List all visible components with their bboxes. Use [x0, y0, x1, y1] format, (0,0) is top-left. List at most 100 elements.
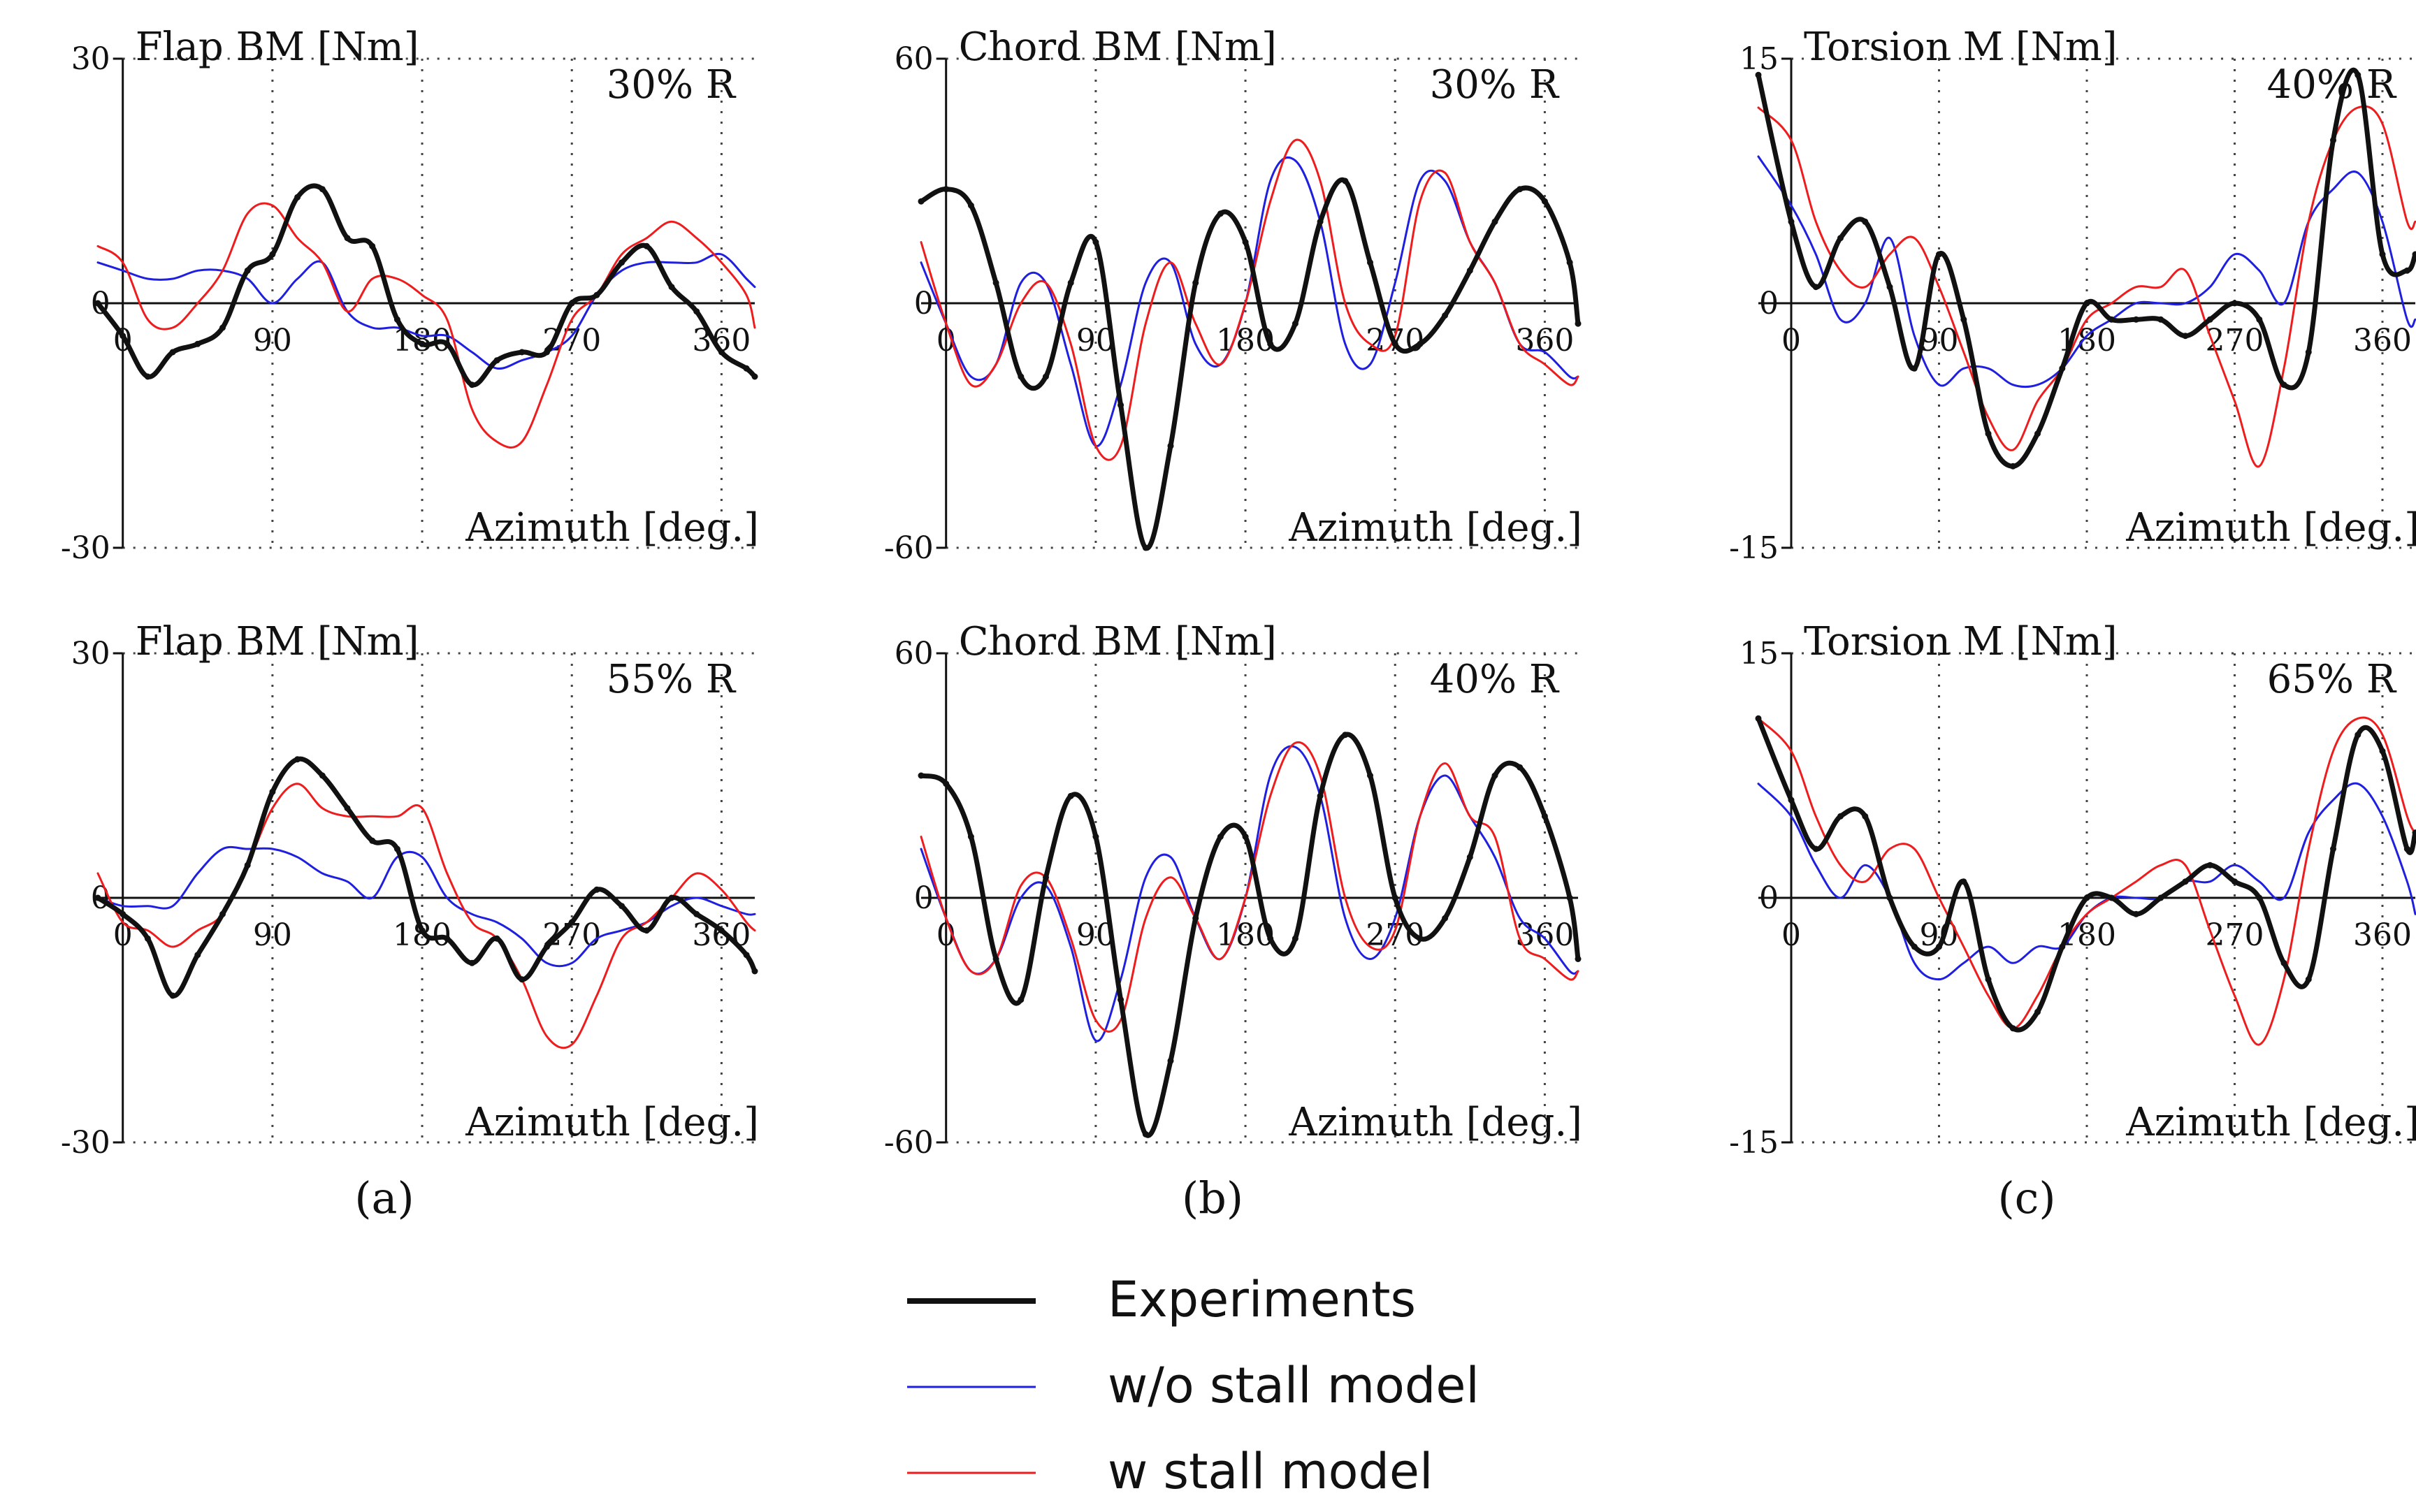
data-point [1575, 320, 1582, 327]
data-point [967, 834, 974, 840]
series-line-with-stall [1757, 716, 2416, 1046]
data-point [1317, 792, 1324, 799]
data-point [2157, 316, 2164, 323]
radius-annotation: 40% R [2267, 62, 2397, 108]
data-point [2305, 976, 2312, 983]
data-point [718, 349, 725, 356]
series-line-experiments [1756, 67, 2416, 469]
data-point [1342, 177, 1349, 184]
y-tick-label: 15 [1739, 41, 1779, 77]
data-point [1317, 218, 1324, 225]
data-point [2330, 137, 2336, 144]
data-point [94, 894, 101, 901]
data-point [1985, 430, 1992, 437]
data-point [1142, 544, 1149, 551]
data-point [593, 886, 600, 893]
legend-label: w/o stall model [1108, 1357, 1480, 1414]
data-point [1242, 239, 1249, 245]
data-point [519, 349, 526, 356]
y-tick-label: 30 [71, 636, 110, 671]
data-point [1217, 210, 1224, 217]
data-point [194, 340, 201, 347]
series-line-experiments [95, 183, 758, 388]
data-point [344, 805, 351, 812]
data-point [244, 862, 251, 868]
data-point [1092, 239, 1099, 245]
data-point [2305, 349, 2312, 356]
radius-annotation: 65% R [2267, 657, 2397, 702]
data-point [1911, 365, 1918, 372]
panel-caption: (b) [1182, 1172, 1243, 1223]
data-point [2133, 316, 2139, 323]
data-point [1788, 218, 1795, 225]
data-point [918, 198, 925, 205]
data-point [2157, 894, 2164, 901]
data-point [743, 365, 750, 372]
data-point [693, 910, 700, 917]
data-point [344, 235, 351, 242]
x-axis-label: Azimuth [deg.] [1288, 1100, 1582, 1145]
data-point [751, 373, 758, 380]
data-point [369, 837, 376, 844]
data-point [1886, 284, 1893, 291]
x-axis-label: Azimuth [deg.] [2125, 1100, 2416, 1145]
data-point [294, 756, 301, 763]
data-point [668, 894, 675, 901]
data-point [319, 186, 326, 193]
data-point [568, 919, 575, 926]
x-axis-label: Azimuth [deg.] [465, 1100, 759, 1145]
data-point [718, 927, 725, 934]
x-tick-label: 360 [2353, 917, 2412, 953]
y-tick-label: -15 [1729, 530, 1779, 566]
data-point [1837, 813, 1844, 820]
data-point [619, 259, 625, 266]
data-point [1517, 186, 1524, 193]
data-point [2059, 943, 2066, 950]
series-line-without-stall [920, 157, 1579, 447]
series-line-without-stall [920, 745, 1579, 1042]
radius-annotation: 30% R [607, 62, 737, 108]
legend: Experiments w/o stall model w stall model [907, 1271, 1480, 1500]
x-axis-label: Azimuth [deg.] [465, 505, 759, 551]
data-point [1491, 218, 1498, 225]
data-point [593, 291, 600, 298]
data-point [319, 772, 326, 779]
data-point [1755, 715, 1762, 722]
data-point [967, 202, 974, 209]
data-point [2133, 910, 2139, 917]
data-point [2231, 300, 2238, 307]
y-tick-label: -30 [61, 530, 110, 566]
data-point [419, 340, 426, 347]
data-point [393, 845, 400, 852]
data-point [2108, 894, 2115, 901]
data-point [1417, 935, 1424, 942]
data-point [1960, 316, 1967, 323]
data-point [1117, 402, 1124, 409]
data-point [1566, 259, 1573, 266]
panel-title: Flap BM [Nm] [136, 619, 419, 664]
x-tick-label: 0 [1781, 323, 1801, 358]
data-point [2182, 333, 2189, 340]
x-axis-label: Azimuth [deg.] [1288, 505, 1582, 551]
data-point [1391, 340, 1398, 347]
data-point [1442, 915, 1449, 922]
data-point [992, 279, 999, 286]
series-line-with-stall [920, 741, 1579, 1033]
data-point [169, 349, 176, 356]
y-tick-label: 30 [71, 41, 110, 77]
x-tick-label: 360 [2353, 323, 2412, 358]
data-point [943, 186, 950, 193]
data-point [1043, 874, 1049, 881]
data-point [1886, 894, 1893, 901]
data-point [1342, 732, 1349, 739]
y-tick-label: 60 [895, 636, 934, 671]
data-point [1812, 845, 1819, 852]
y-tick-label: 60 [895, 41, 934, 77]
data-point [244, 267, 251, 274]
data-point [2108, 316, 2115, 323]
y-tick-label: 0 [914, 880, 934, 916]
data-point [2379, 748, 2386, 755]
